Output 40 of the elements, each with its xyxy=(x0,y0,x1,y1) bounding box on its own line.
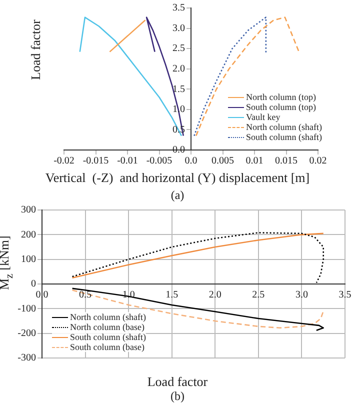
x-tick-label: 0.01 xyxy=(246,156,264,167)
x-tick-label: -0.015 xyxy=(82,156,109,167)
legend-label: North column (shaft) xyxy=(246,122,322,132)
y-tick-label: -100 xyxy=(18,303,36,314)
y-tick-label: 100 xyxy=(21,254,36,265)
x-tick-label: -0.02 xyxy=(54,156,74,167)
x-tick-label: 2.0 xyxy=(208,290,222,301)
y-tick-label: 200 xyxy=(21,229,36,240)
x-tick-label: 0.005 xyxy=(212,156,234,167)
legend-label: South column (shaft) xyxy=(246,132,322,142)
x-axis-title: Load factor xyxy=(146,374,209,390)
x-tick-label: 0.02 xyxy=(309,156,327,167)
y-tick-label: 1.5 xyxy=(172,84,185,95)
y-tick-label: -200 xyxy=(18,328,36,339)
legend-label: South column (top) xyxy=(246,102,316,112)
text: (b) xyxy=(170,389,186,404)
legend-label: South column (shaft) xyxy=(70,332,146,342)
x-tick-label: -0.005 xyxy=(146,156,172,167)
y-tick-label: 2.5 xyxy=(172,43,185,54)
text: (a) xyxy=(170,188,186,203)
x-tick-label: 0.0 xyxy=(184,156,198,167)
y-tick-label: 3.0 xyxy=(172,22,185,34)
legend-label: North column (shaft) xyxy=(70,312,146,322)
y-tick-label: 300 xyxy=(21,204,36,216)
x-tick-label: 3.0 xyxy=(295,290,308,301)
y-axis-title: Load factor xyxy=(28,20,44,80)
y-tick-label: -300 xyxy=(18,352,36,364)
y-tick-label: 3.5 xyxy=(172,2,185,14)
x-tick-label: 3.5 xyxy=(338,290,352,301)
x-tick-label: 2.5 xyxy=(252,290,265,301)
x-tick-label: 0.5 xyxy=(79,290,92,301)
legend-label: North column (base) xyxy=(70,322,144,332)
y-tick-label: 0 xyxy=(31,278,36,290)
legend-label: Vault key xyxy=(246,112,280,122)
legend-label: South column (base) xyxy=(70,342,144,352)
legend-label: North column (top) xyxy=(246,92,316,102)
x-tick-label: -0.01 xyxy=(117,156,138,167)
y-tick-label: 2.0 xyxy=(172,63,185,74)
x-tick-label: 0.015 xyxy=(275,156,298,167)
x-axis-title: Vertical (-Z) and horizontal (Y) displacement [m] xyxy=(44,170,311,186)
